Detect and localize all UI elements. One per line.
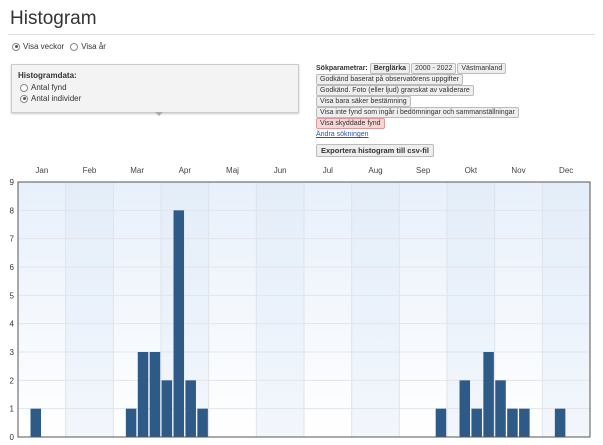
y-tick-label: 7 (10, 235, 15, 244)
month-band (65, 182, 114, 437)
radio-weeks[interactable] (12, 42, 20, 51)
histogram-bar (30, 408, 42, 437)
search-params: Sökparametrar: Berglärka 2000 - 2022 Västm… (316, 63, 556, 140)
y-tick-label: 6 (10, 263, 15, 272)
radio-weeks-label[interactable]: Visa veckor (23, 42, 65, 51)
month-band (351, 182, 400, 437)
month-label: Dec (559, 166, 573, 175)
month-label: Sep (416, 166, 431, 175)
radio-antal-fynd-label[interactable]: Antal fynd (31, 83, 67, 92)
radio-years[interactable] (70, 42, 79, 51)
y-tick-label: 1 (10, 405, 15, 414)
y-tick-label: 9 (10, 178, 15, 187)
histogram-bar (471, 408, 482, 437)
chip-species: Berglärka (369, 63, 410, 74)
y-tick-label: 0 (10, 433, 15, 442)
histogram-bar (149, 352, 161, 437)
histogram-bar (507, 408, 518, 437)
filter-chip: Visa bara säker bestämning (316, 96, 411, 107)
chip-years: 2000 - 2022 (411, 63, 457, 74)
y-tick-label: 5 (10, 291, 15, 300)
y-tick-label: 2 (10, 376, 15, 385)
radio-antal-fynd[interactable] (20, 83, 28, 92)
histogram-bar (459, 380, 471, 437)
month-label: Apr (179, 166, 192, 175)
month-label: Jul (323, 166, 333, 175)
divider (8, 34, 595, 35)
histogram-chart: Jan Feb Mar Apr Maj Jun Jul Aug Sep Okt Nov Dec 0 1 2 3… (10, 166, 591, 442)
month-label: Okt (465, 166, 478, 175)
month-label: Jan (35, 166, 48, 175)
protected-chip: Visa skyddade fynd (316, 118, 385, 129)
filter-chip: Godkänd. Foto (eller ljud) granskat av v… (316, 85, 474, 96)
histogram-bar (519, 408, 530, 437)
y-tick-label: 8 (10, 206, 15, 215)
histogram-bar (435, 408, 447, 437)
page-title: Histogram (10, 8, 97, 29)
month-label: Nov (511, 166, 525, 175)
radio-antal-individer-label[interactable]: Antal individer (31, 94, 82, 103)
plot-border (17, 181, 591, 438)
chip-region: Västmanland (457, 63, 507, 74)
view-toggle: Visa veckor Visa år (12, 42, 106, 51)
y-tick-label: 4 (10, 320, 15, 329)
histogram-bar (554, 408, 566, 437)
histogram-bar (483, 352, 494, 437)
change-search-link[interactable]: Ändra sökningen (316, 131, 369, 138)
month-label: Maj (226, 166, 239, 175)
histogram-data-heading: Histogramdata: (18, 71, 77, 80)
histogram-data-panel: Histogramdata: Antal fynd Antal individe… (11, 64, 299, 113)
month-label: Jun (274, 166, 287, 175)
month-band (542, 182, 590, 437)
filter-chip: Godkänd baserat på observatörens uppgift… (316, 74, 463, 85)
y-tick-label: 3 (10, 348, 15, 357)
month-band (256, 182, 304, 437)
export-csv-button[interactable]: Exportera histogram till csv-fil (316, 144, 434, 157)
histogram-bar (185, 380, 196, 437)
radio-years-label[interactable]: Visa år (81, 42, 106, 51)
histogram-bar (173, 210, 185, 437)
month-label: Mar (130, 166, 144, 175)
month-label: Feb (83, 166, 97, 175)
histogram-bar (125, 408, 137, 437)
histogram-bar (495, 380, 506, 437)
radio-antal-individer[interactable] (20, 94, 28, 103)
month-label: Aug (368, 166, 382, 175)
histogram-bar (197, 408, 208, 437)
filter-chip: Visa inte fynd som ingår i bedömningar o… (316, 107, 519, 118)
histogram-bar (161, 380, 173, 437)
panel-arrow-icon (155, 112, 163, 116)
histogram-bar (137, 352, 149, 437)
search-params-label: Sökparametrar: (316, 65, 368, 72)
